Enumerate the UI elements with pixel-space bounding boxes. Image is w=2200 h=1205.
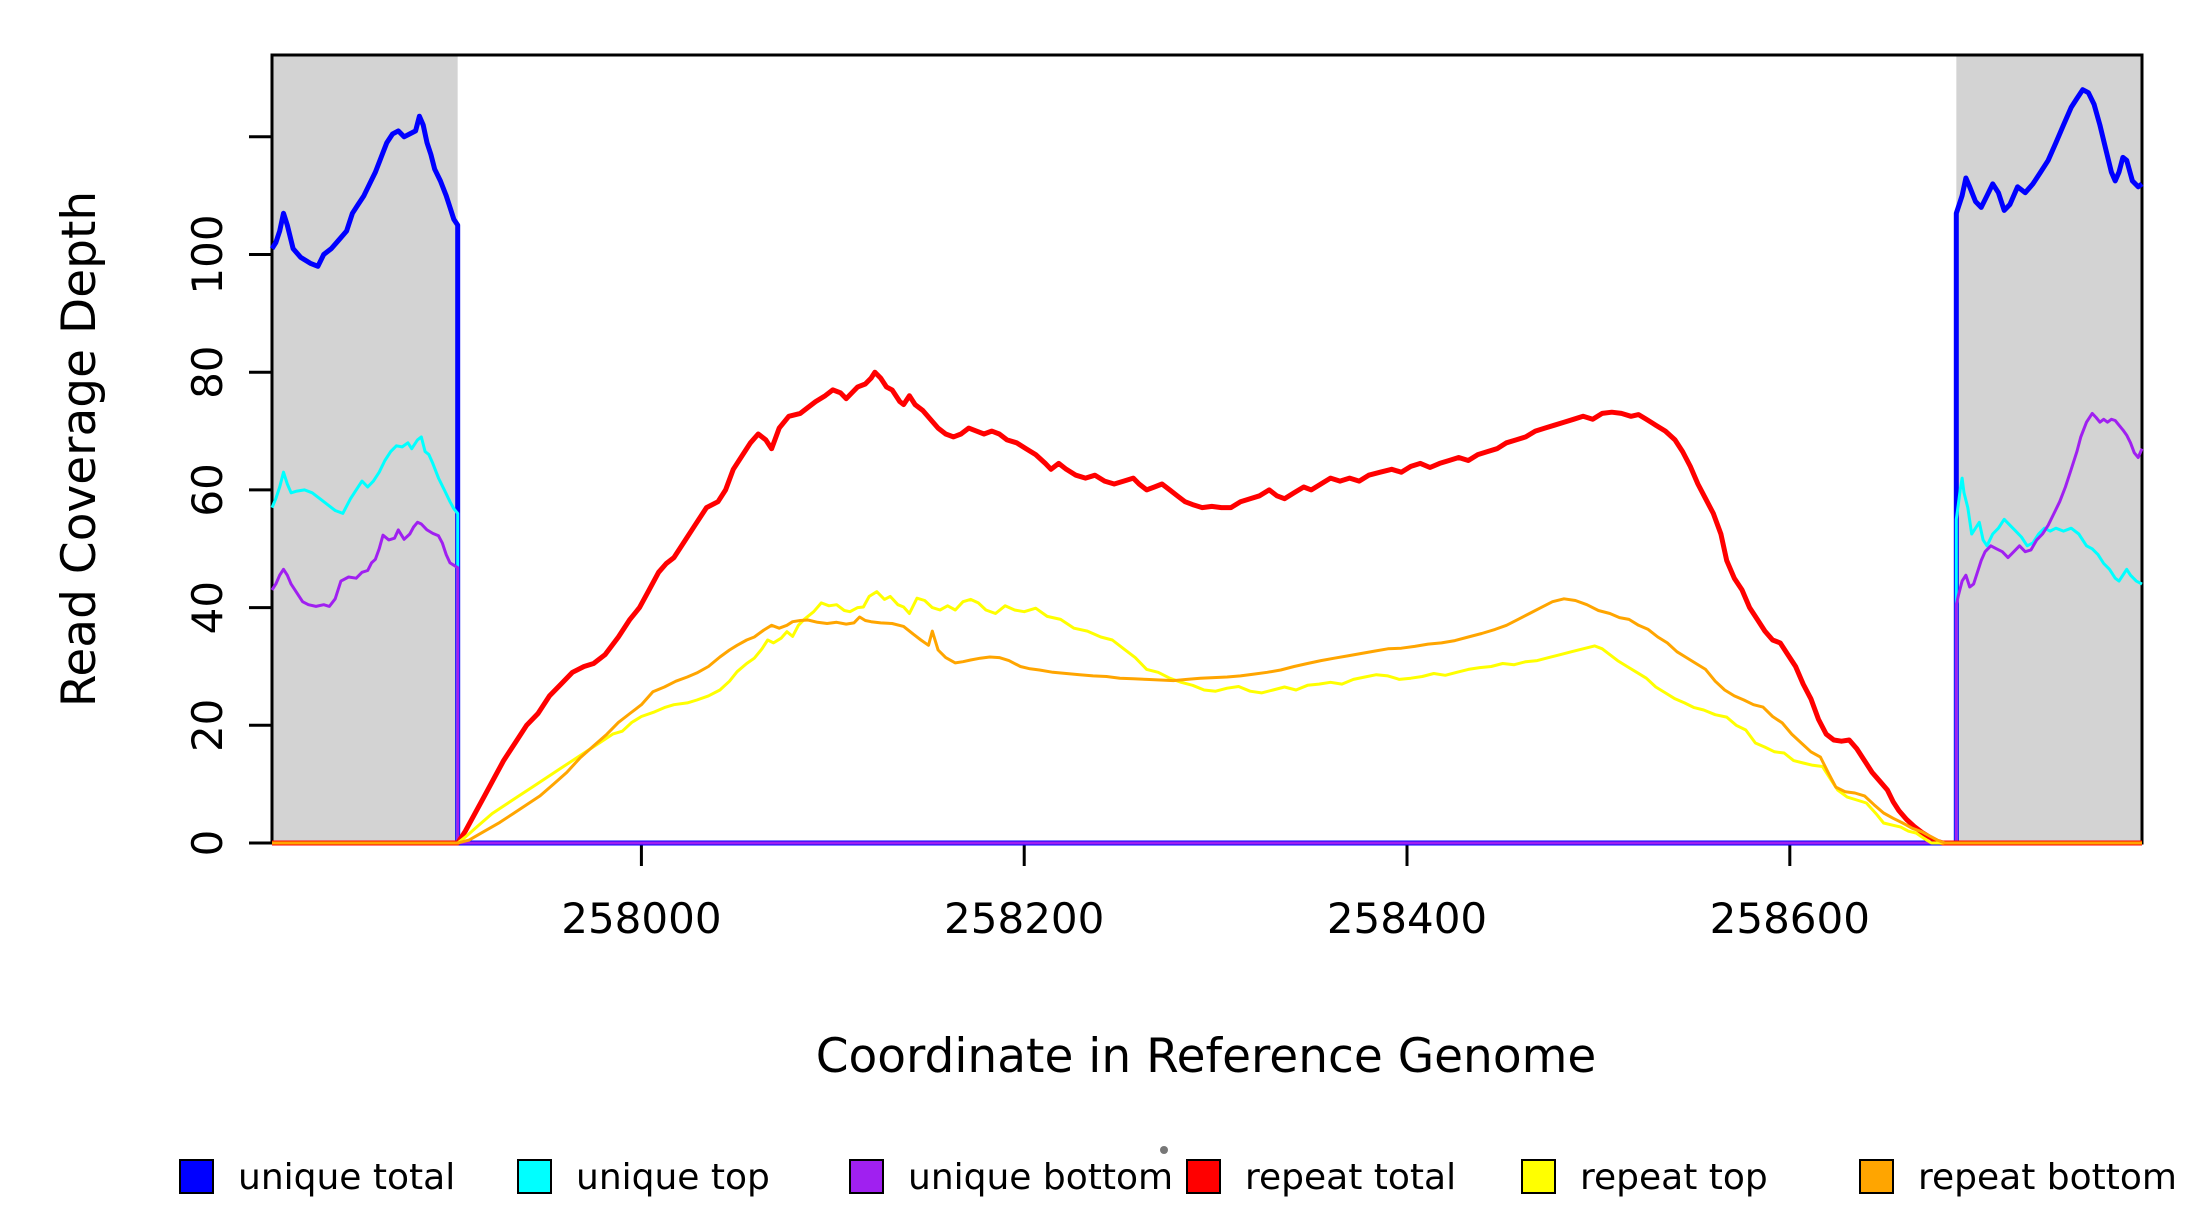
axis-ticks: 258000 258200 258400 258600 0 20 40 60 80 100 — [183, 135, 1870, 943]
x-tick-label: 258600 — [1710, 894, 1870, 943]
legend-swatch-repeat-total — [1186, 1159, 1221, 1194]
x-axis-title: Coordinate in Reference Genome — [816, 1029, 1597, 1084]
legend-item-unique-total: unique total — [179, 1157, 455, 1198]
series-line-repeat-top — [272, 590, 2142, 845]
plot-background — [272, 55, 2142, 843]
y-tick-label: 100 — [183, 214, 232, 294]
legend-label-repeat-bottom: repeat bottom — [1918, 1157, 2177, 1198]
x-tick-label: 258400 — [1327, 894, 1487, 943]
series-line-repeat-bottom — [272, 597, 2142, 845]
x-tick-label: 258200 — [944, 894, 1104, 943]
legend-item-repeat-total: repeat total — [1186, 1157, 1456, 1198]
legend-swatch-unique-top — [517, 1159, 552, 1194]
legend-label-repeat-top: repeat top — [1580, 1157, 1768, 1198]
legend-item-repeat-top: repeat top — [1521, 1157, 1768, 1198]
series-line-unique-bottom — [270, 411, 2144, 845]
legend-label-unique-total: unique total — [238, 1157, 455, 1198]
x-tick-label: 258000 — [561, 894, 721, 943]
y-tick-label: 80 — [183, 345, 232, 398]
y-axis-title: Read Coverage Depth — [52, 191, 107, 707]
legend: unique total unique top unique bottom re… — [179, 1157, 2177, 1198]
legend-label-repeat-total: repeat total — [1245, 1157, 1456, 1198]
stray-dot — [1160, 1146, 1168, 1154]
legend-item-repeat-bottom: repeat bottom — [1859, 1157, 2177, 1198]
shaded-regions — [272, 55, 2142, 843]
legend-swatch-repeat-bottom — [1859, 1159, 1894, 1194]
legend-item-unique-bottom: unique bottom — [849, 1157, 1173, 1198]
y-tick-label: 40 — [183, 581, 232, 634]
legend-swatch-unique-bottom — [849, 1159, 884, 1194]
legend-swatch-unique-total — [179, 1159, 214, 1194]
legend-item-unique-top: unique top — [517, 1157, 770, 1198]
legend-label-unique-bottom: unique bottom — [908, 1157, 1173, 1198]
shaded-region-1 — [1956, 55, 2142, 843]
series-line-repeat-total — [272, 369, 2142, 846]
y-tick-label: 60 — [183, 463, 232, 516]
legend-label-unique-top: unique top — [576, 1157, 770, 1198]
shaded-region-0 — [272, 55, 458, 843]
legend-swatch-repeat-top — [1521, 1159, 1556, 1194]
series-lines — [269, 87, 2144, 846]
y-tick-label: 20 — [183, 699, 232, 752]
y-tick-label: 0 — [183, 830, 232, 857]
series-line-unique-top — [270, 435, 2143, 845]
